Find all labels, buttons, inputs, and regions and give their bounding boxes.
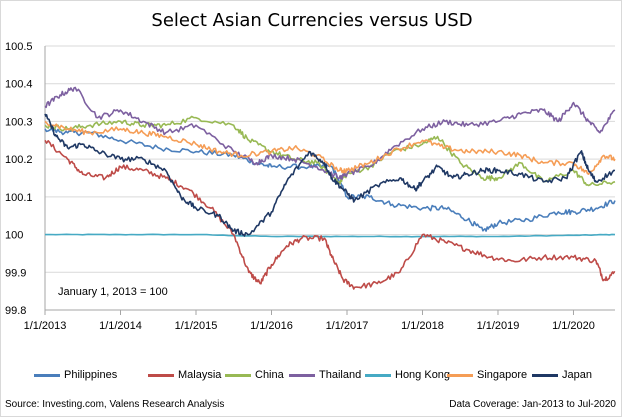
y-tick-label: 100.3 (5, 116, 33, 128)
x-tick-label: 1/1/2014 (99, 320, 142, 332)
series-line-thailand (44, 86, 616, 180)
x-tick-label: 1/1/2016 (250, 320, 293, 332)
y-tick-label: 99.9 (5, 267, 26, 279)
legend-item-japan: Japan (532, 369, 592, 381)
x-axis-ticks: 1/1/2013 1/1/2014 1/1/2015 1/1/2016 1/1/2017… (24, 310, 595, 332)
legend-label: Malaysia (178, 369, 222, 381)
series-line-singapore (44, 120, 616, 175)
series-line-japan (44, 113, 616, 237)
baseline-note: January 1, 2013 = 100 (58, 286, 168, 298)
y-tick-label: 100.5 (5, 41, 33, 53)
legend-item-singapore: Singapore (447, 369, 527, 381)
x-tick-label: 1/1/2017 (326, 320, 369, 332)
legend-swatch (148, 373, 174, 377)
x-tick-label: 1/1/2019 (477, 320, 520, 332)
x-tick-label: 1/1/2015 (175, 320, 218, 332)
series-line-malaysia (44, 139, 616, 290)
y-tick-label: 100.2 (5, 154, 33, 166)
y-tick-label: 99.8 (5, 305, 26, 317)
series-line-hong-kong (44, 233, 616, 238)
legend-label: China (255, 369, 284, 381)
legend-item-philippines: Philippines (34, 369, 117, 381)
legend-swatch (225, 373, 251, 377)
legend: Philippines Malaysia China Thailand Hong… (20, 369, 620, 385)
x-tick-label: 1/1/2020 (552, 320, 595, 332)
y-tick-label: 100 (5, 230, 23, 242)
legend-label: Philippines (64, 369, 118, 381)
legend-item-hong-kong: Hong Kong (365, 369, 450, 381)
x-tick-label: 1/1/2013 (24, 320, 67, 332)
legend-swatch (34, 373, 60, 377)
legend-label: Thailand (319, 369, 362, 381)
chart-title: Select Asian Currencies versus USD (151, 10, 473, 31)
series-line-philippines (44, 127, 616, 232)
legend-swatch (447, 373, 473, 377)
legend-swatch (365, 373, 391, 377)
legend-swatch (289, 373, 315, 377)
legend-item-malaysia: Malaysia (148, 369, 221, 381)
legend-item-thailand: Thailand (289, 369, 361, 381)
series-lines (44, 86, 616, 290)
coverage-note: Data Coverage: Jan-2013 to Jul-2020 (449, 399, 616, 410)
y-tick-label: 100.4 (5, 79, 33, 91)
legend-label: Japan (562, 369, 592, 381)
y-tick-label: 100.1 (5, 192, 33, 204)
legend-item-china: China (225, 369, 284, 381)
y-axis-ticks: 99.8 99.9 100 100.1 100.2 100.3 100.4 100.5 (5, 41, 33, 317)
legend-swatch (532, 373, 558, 377)
legend-label: Hong Kong (395, 369, 451, 381)
x-tick-label: 1/1/2018 (401, 320, 444, 332)
legend-label: Singapore (477, 369, 528, 381)
source-note: Source: Investing.com, Valens Research A… (5, 399, 225, 410)
